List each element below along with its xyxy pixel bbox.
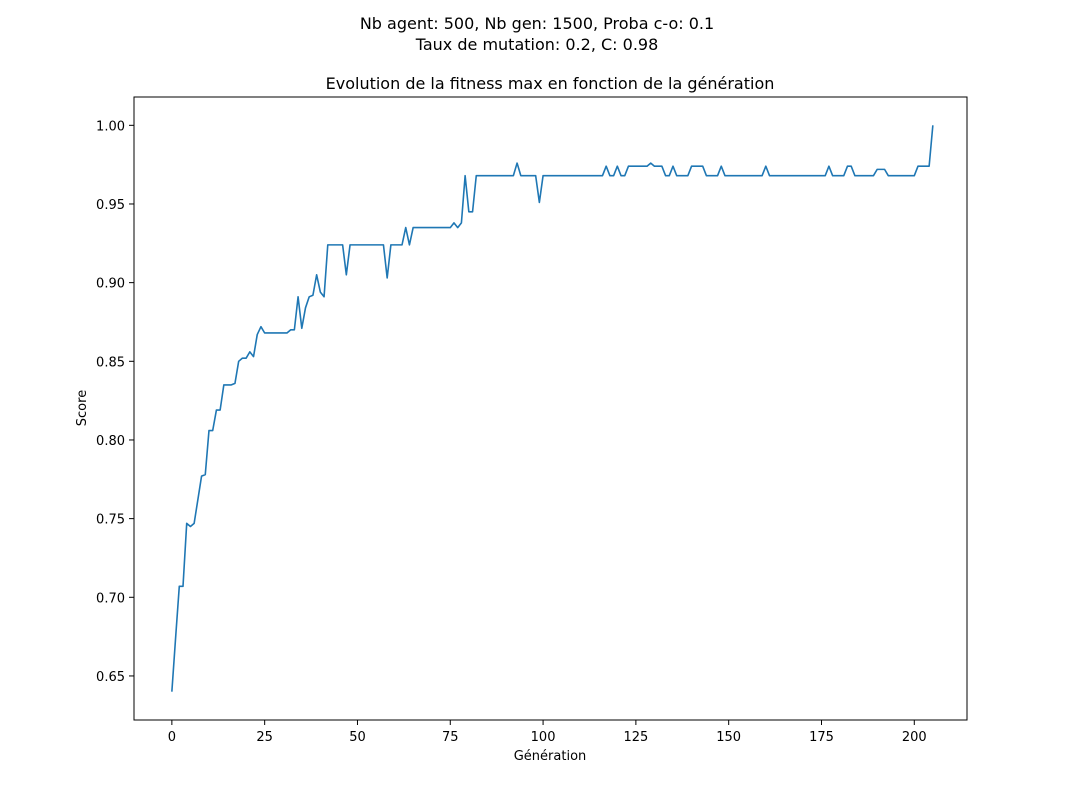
x-tick-label: 50 <box>349 730 366 745</box>
y-tick-label: 0.75 <box>96 513 125 528</box>
y-tick-label: 0.90 <box>96 277 125 292</box>
y-tick-label: 0.95 <box>96 198 125 213</box>
y-tick-label: 0.85 <box>96 355 125 370</box>
y-tick-label: 1.00 <box>96 119 125 134</box>
y-tick-label: 0.65 <box>96 670 125 685</box>
y-tick-label: 0.80 <box>96 434 125 449</box>
x-tick-label: 175 <box>809 730 834 745</box>
y-tick-label: 0.70 <box>96 591 125 606</box>
fitness-max-series-line <box>171 125 934 692</box>
x-tick-label: 0 <box>168 730 176 745</box>
x-tick-label: 200 <box>902 730 927 745</box>
x-tick-label: 75 <box>442 730 459 745</box>
figure-suptitle-line-2: Taux de mutation: 0.2, C: 0.98 <box>415 35 659 54</box>
y-axis-ticks: 0.65 0.70 0.75 0.80 0.85 0.90 0.95 1.00 <box>96 119 134 685</box>
x-tick-label: 125 <box>623 730 648 745</box>
figure-suptitle-line-1: Nb agent: 500, Nb gen: 1500, Proba c-o: … <box>359 14 715 33</box>
x-axis-ticks: 0 25 50 75 100 125 150 175 200 <box>168 720 927 745</box>
x-axis-label: Génération <box>514 749 587 764</box>
y-axis-label: Score <box>75 390 90 426</box>
chart-title: Evolution de la fitness max en fonction … <box>326 74 775 93</box>
x-tick-label: 25 <box>256 730 273 745</box>
x-tick-label: 100 <box>531 730 556 745</box>
x-tick-label: 150 <box>716 730 741 745</box>
plot-area-frame <box>133 96 968 721</box>
